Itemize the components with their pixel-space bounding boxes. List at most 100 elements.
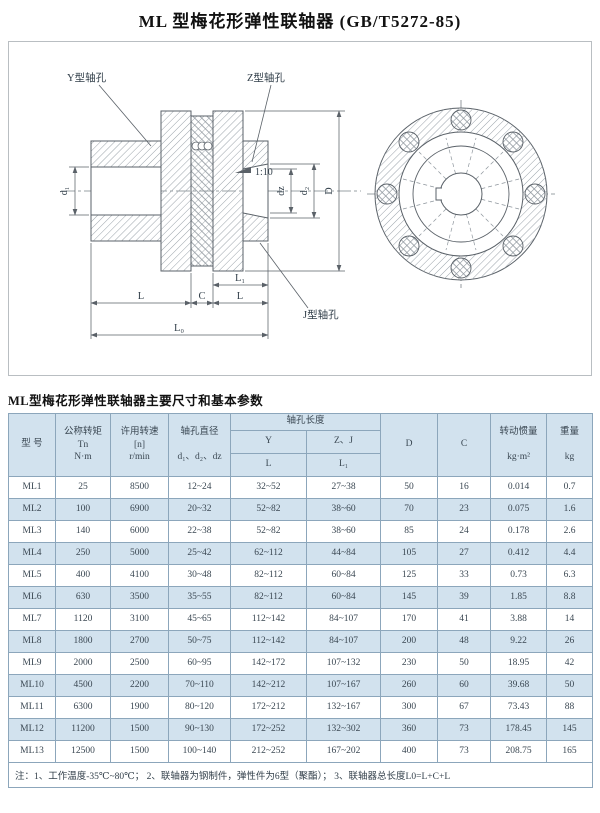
cell: 3.88	[490, 607, 548, 631]
cell: 0.014	[490, 475, 548, 499]
cell: 45~65	[168, 607, 231, 631]
z-hole-label: Z型轴孔	[247, 71, 285, 84]
cell: ML9	[8, 651, 56, 675]
cell: 90~130	[168, 717, 231, 741]
bore-circle	[439, 172, 483, 216]
cell: 38~60	[305, 497, 382, 521]
technical-drawing-frame: 1:10 Y型轴孔 Z型轴孔 J型轴孔 d₁ dz d₂ D	[8, 41, 592, 376]
header-torque: 公称转矩 Tn N·m	[55, 413, 111, 477]
spider-petals	[376, 109, 546, 279]
cell: 630	[55, 585, 111, 609]
cell: 85	[380, 519, 439, 543]
cell: 6.3	[546, 563, 594, 587]
end-view	[367, 100, 555, 288]
cell: 112~142	[230, 607, 307, 631]
header-weight-name: 重量	[560, 427, 580, 438]
cell: 1500	[110, 739, 169, 763]
cell: 84~107	[305, 629, 382, 653]
table-row: ML6 630 3500 35~55 82~112 60~84 145 39 1.85 8.8	[8, 585, 594, 609]
d1-label: d₁	[59, 187, 70, 196]
cell: 400	[380, 739, 439, 763]
L-left-label: L	[138, 291, 144, 302]
header-C: C	[437, 413, 492, 477]
table-row: ML3 140 6000 22~38 52~82 38~60 85 24 0.178 2.6	[8, 519, 594, 543]
cell: 6300	[55, 695, 111, 719]
cell: 4500	[55, 673, 111, 697]
header-length-zj-sub: L₁	[305, 452, 382, 477]
cell: 73.43	[490, 695, 548, 719]
cell: 200	[380, 629, 439, 653]
cell: 30~48	[168, 563, 231, 587]
cell: 27	[437, 541, 492, 565]
length-dimensions	[90, 243, 269, 339]
cell: 12500	[55, 739, 111, 763]
cell: ML1	[8, 475, 56, 499]
cell: 60	[437, 673, 492, 697]
table-row: ML12 11200 1500 90~130 172~252 132~302 360 73 17…	[8, 717, 594, 741]
table-footer: 注：1、工作温度-35℃~80℃； 2、联轴器为钢制件，弹性件为6型（聚酯）； …	[7, 761, 594, 788]
cell: 67	[437, 695, 492, 719]
cell: 88	[546, 695, 594, 719]
cell: 18.95	[490, 651, 548, 675]
L-right-label: L	[237, 291, 243, 302]
cell: ML7	[8, 607, 56, 631]
cell: 50	[380, 475, 439, 499]
cell: 84~107	[305, 607, 382, 631]
cell: ML12	[8, 717, 56, 741]
cell: 1900	[110, 695, 169, 719]
note-row: 注：1、工作温度-35℃~80℃； 2、联轴器为钢制件，弹性件为6型（聚酯）； …	[7, 761, 594, 788]
page-title: ML 型梅花形弹性联轴器 (GB/T5272-85)	[138, 12, 462, 31]
cell: 0.075	[490, 497, 548, 521]
cell: 52~82	[230, 497, 307, 521]
cell: 41	[437, 607, 492, 631]
cell: 60~84	[305, 585, 382, 609]
taper-mark: 1:10	[235, 167, 273, 178]
cell: 5000	[110, 541, 169, 565]
cell: 82~112	[230, 563, 307, 587]
cell: 145	[380, 585, 439, 609]
cell: 50~75	[168, 629, 231, 653]
cell: 140	[55, 519, 111, 543]
cell: ML3	[8, 519, 56, 543]
cell: 105	[380, 541, 439, 565]
cell: 142~172	[230, 651, 307, 675]
cell: 39	[437, 585, 492, 609]
table-row: ML1 25 8500 12~24 32~52 27~38 50 16 0.014 0.7	[8, 475, 594, 499]
cell: 70~110	[168, 673, 231, 697]
cell: 8.8	[546, 585, 594, 609]
dz-label: dz	[276, 186, 287, 196]
cell: 100~140	[168, 739, 231, 763]
table-row: ML11 6300 1900 80~120 172~212 132~167 300 67 73.…	[8, 695, 594, 719]
header-inertia-unit: kg·m²	[507, 452, 530, 463]
cell: 360	[380, 717, 439, 741]
cell: 44~84	[305, 541, 382, 565]
table-row: ML8 1800 2700 50~75 112~142 84~107 200 48 9.22 26	[8, 629, 594, 653]
table-row: ML13 12500 1500 100~140 212~252 167~202 400 73 2…	[8, 739, 594, 763]
cell: 1.6	[546, 497, 594, 521]
cell: 112~142	[230, 629, 307, 653]
cell: 20~32	[168, 497, 231, 521]
table-row: ML2 100 6900 20~32 52~82 38~60 70 23 0.075 1.6	[8, 497, 594, 521]
C-label: C	[198, 291, 205, 302]
table-note: 注：1、工作温度-35℃~80℃； 2、联轴器为钢制件，弹性件为6型（聚酯）； …	[7, 761, 594, 788]
cell: 48	[437, 629, 492, 653]
header-inertia: 转动惯量 kg·m²	[490, 413, 548, 477]
cell: 73	[437, 717, 492, 741]
cell: ML6	[8, 585, 56, 609]
table-row: ML5 400 4100 30~48 82~112 60~84 125 33 0.73 6.3	[8, 563, 594, 587]
bore-type-labels: Y型轴孔 Z型轴孔 J型轴孔	[67, 71, 339, 321]
cell: 8500	[110, 475, 169, 499]
cell: 132~167	[305, 695, 382, 719]
cell: 50	[437, 651, 492, 675]
cell: ML2	[8, 497, 56, 521]
cell: 165	[546, 739, 594, 763]
taper-label: 1:10	[255, 167, 273, 178]
y-hole-label: Y型轴孔	[67, 71, 107, 84]
cell: 42	[546, 651, 594, 675]
cell: 11200	[55, 717, 111, 741]
cell: 60~84	[305, 563, 382, 587]
cell: ML10	[8, 673, 56, 697]
cell: 0.7	[546, 475, 594, 499]
header-weight-unit: kg	[564, 452, 575, 463]
header-torque-sym: Tn	[77, 439, 89, 450]
